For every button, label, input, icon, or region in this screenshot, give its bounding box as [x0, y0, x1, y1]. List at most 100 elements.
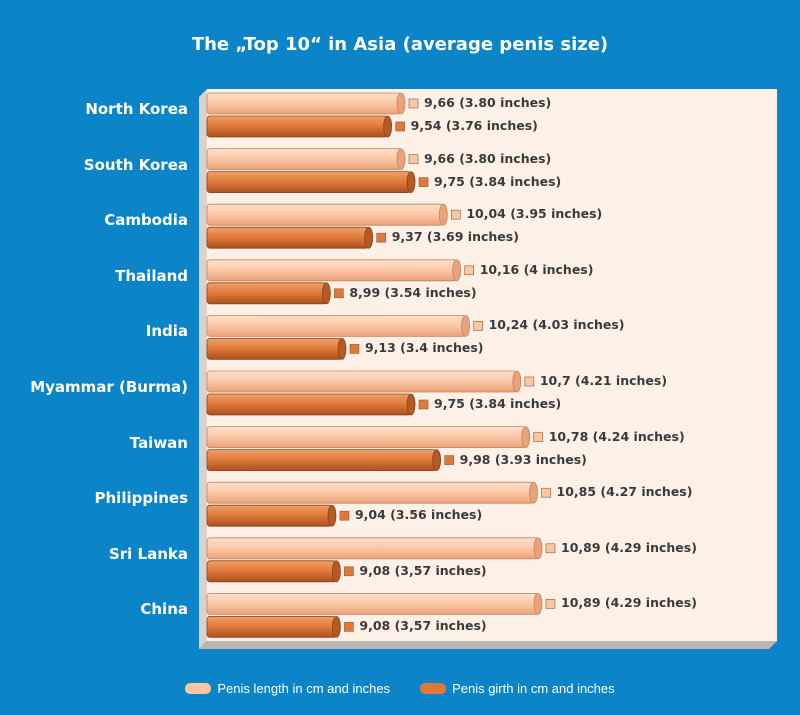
legend-label-length: Penis length in cm and inches: [217, 681, 391, 696]
legend-swatch-girth: [420, 683, 447, 694]
data-key-girth: [395, 121, 405, 132]
data-key-length: [541, 487, 551, 498]
category-label: Thailand: [115, 266, 188, 285]
bar-length-cap: [529, 481, 538, 504]
bar-girth: [206, 282, 327, 305]
data-key-length: [473, 321, 483, 331]
data-key-girth: [444, 455, 454, 465]
category-label: Myammar (Burma): [30, 378, 188, 396]
data-label-girth: 9,75 (3.84 inches): [434, 173, 562, 189]
bar-length-cap: [452, 259, 462, 282]
data-label-girth: 9,54 (3.76 inches): [410, 118, 538, 133]
legend-swatch-length: [185, 683, 212, 694]
data-key-length: [524, 376, 535, 387]
bar-length-cap: [521, 426, 531, 449]
data-key-length: [545, 599, 556, 609]
category-label: China: [140, 600, 188, 619]
plot-side-wall: [199, 89, 207, 649]
data-label-length: 10,7 (4.21 inches): [539, 373, 668, 388]
data-label-length: 10,24 (4.03 inches): [488, 317, 625, 333]
bar-girth-cap: [432, 449, 442, 472]
bar-girth: [206, 337, 343, 360]
bar-girth-cap: [321, 282, 331, 305]
data-key-girth: [376, 232, 386, 243]
data-key-girth: [418, 177, 429, 187]
data-key-length: [408, 98, 419, 109]
data-key-length: [464, 265, 474, 276]
category-label: Cambodia: [104, 211, 188, 230]
category-label: Taiwan: [129, 433, 188, 452]
data-label-length: 9,66 (3.80 inches): [424, 95, 552, 110]
data-key-length: [408, 154, 419, 164]
data-label-girth: 9,08 (3,57 inches): [359, 618, 487, 634]
data-label-girth: 9,98 (3.93 inches): [459, 451, 587, 467]
bar-length: [206, 537, 539, 560]
bar-length: [206, 426, 527, 449]
bar-girth-cap: [383, 115, 393, 138]
data-key-girth: [349, 344, 360, 354]
legend-label-girth: Penis girth in cm and inches: [452, 681, 615, 696]
data-key-girth: [344, 566, 354, 577]
data-label-girth: 9,75 (3.84 inches): [434, 396, 562, 411]
data-key-length: [545, 543, 556, 554]
bar-girth: [206, 226, 370, 249]
bar-girth-cap: [327, 504, 337, 527]
bar-girth: [206, 616, 337, 638]
category-label: North Korea: [85, 100, 188, 118]
data-label-girth: 9,37 (3.69 inches): [391, 229, 519, 245]
bar-girth: [206, 504, 333, 527]
data-label-length: 10,78 (4.24 inches): [548, 428, 685, 444]
bar-girth-cap: [331, 560, 341, 583]
bar-girth-cap: [406, 171, 416, 194]
category-label: Sri Lanka: [108, 544, 188, 563]
data-label-length: 9,66 (3.80 inches): [424, 150, 552, 166]
data-key-length: [533, 432, 544, 442]
bar-length: [206, 203, 444, 226]
data-label-length: 10,89 (4.29 inches): [561, 595, 697, 611]
legend-item-length: Penis length in cm and inches: [185, 681, 390, 696]
bar-length-cap: [438, 203, 448, 226]
bar-girth-cap: [406, 393, 416, 416]
bar-girth: [206, 393, 412, 416]
category-label: South Korea: [83, 155, 188, 174]
data-label-length: 10,16 (4 inches): [479, 261, 594, 277]
data-label-girth: 9,13 (3.4 inches): [364, 340, 484, 356]
bar-length: [206, 481, 534, 504]
data-key-length: [451, 209, 461, 220]
bar-girth: [206, 171, 412, 194]
data-label-girth: 9,08 (3,57 inches): [359, 562, 487, 578]
data-label-girth: 9,04 (3.56 inches): [354, 507, 483, 523]
data-label-length: 10,89 (4.29 inches): [561, 539, 697, 555]
data-key-girth: [339, 510, 350, 521]
bar-length: [206, 370, 518, 393]
bar-girth: [206, 115, 389, 138]
data-label-length: 10,85 (4.27 inches): [556, 484, 693, 500]
legend: Penis length in cm and inches Penis girt…: [0, 681, 800, 696]
data-key-girth: [418, 399, 429, 410]
bar-girth-cap: [331, 616, 341, 638]
bar-girth: [206, 449, 438, 472]
chart-title: The „Top 10“ in Asia (average penis size…: [191, 34, 609, 55]
bar-length-cap: [461, 314, 471, 337]
bar-length-cap: [396, 92, 406, 115]
bar-length: [206, 259, 458, 282]
bar-girth: [206, 560, 337, 583]
legend-item-girth: Penis girth in cm and inches: [420, 681, 615, 696]
data-label-length: 10,04 (3.95 inches): [466, 206, 603, 222]
category-label: Philippines: [94, 489, 189, 508]
plot-floor: [199, 641, 777, 649]
bar-length-cap: [396, 148, 406, 171]
bar-length: [206, 92, 402, 115]
bar-length-cap: [533, 537, 543, 560]
data-key-girth: [334, 288, 344, 299]
data-label-girth: 8,99 (3.54 inches): [349, 284, 477, 300]
bar-length: [206, 148, 402, 171]
bar-girth-cap: [364, 226, 374, 249]
bar-length-cap: [512, 370, 522, 393]
category-label: India: [145, 322, 188, 341]
bar-girth-cap: [337, 337, 347, 360]
bar-length-cap: [533, 593, 543, 615]
data-key-girth: [344, 622, 354, 632]
